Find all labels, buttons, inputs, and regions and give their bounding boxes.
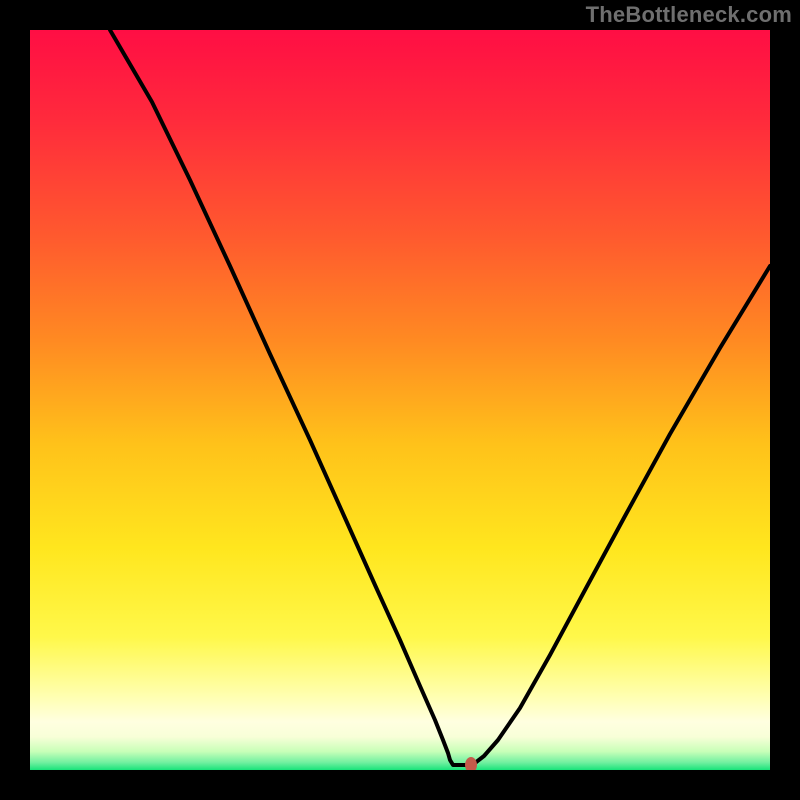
minimum-marker [465, 757, 477, 770]
bottleneck-curve-svg [30, 30, 770, 770]
bottleneck-curve [110, 30, 770, 765]
plot-area [30, 30, 770, 770]
frame: TheBottleneck.com [0, 0, 800, 800]
watermark-text: TheBottleneck.com [586, 2, 792, 28]
